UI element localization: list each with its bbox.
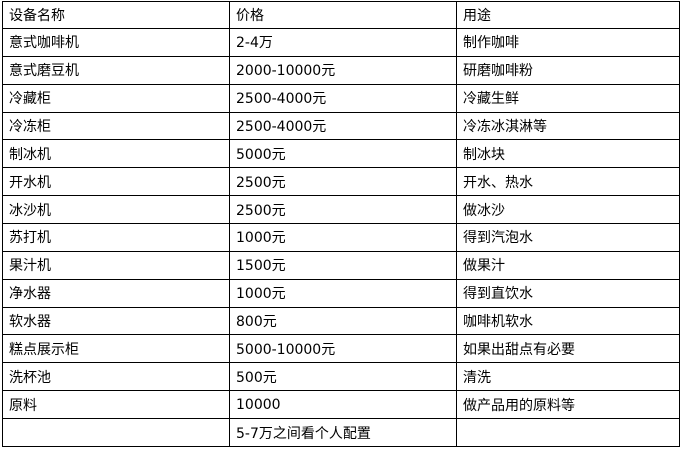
header-price: 价格 <box>229 1 457 29</box>
table-row: 软水器 800元 咖啡机软水 <box>2 306 680 336</box>
price-cell: 2000-10000元 <box>229 55 457 85</box>
use-cell: 做产品用的原料等 <box>456 390 680 420</box>
equipment-name-cell: 净水器 <box>2 278 230 308</box>
equipment-name-cell: 糕点展示柜 <box>2 334 230 364</box>
table-row: 苏打机 1000元 得到汽泡水 <box>2 223 680 252</box>
use-cell: 如果出甜点有必要 <box>456 334 680 364</box>
use-cell: 得到汽泡水 <box>456 223 680 252</box>
price-cell: 1000元 <box>229 278 457 308</box>
use-cell: 制作咖啡 <box>456 28 680 57</box>
use-cell <box>456 418 680 447</box>
table-row: 糕点展示柜 5000-10000元 如果出甜点有必要 <box>2 334 680 364</box>
price-cell: 2500元 <box>229 167 457 197</box>
price-cell: 1500元 <box>229 250 457 280</box>
price-cell: 5-7万之间看个人配置 <box>229 418 457 447</box>
equipment-name-cell: 原料 <box>2 390 230 420</box>
price-cell: 2500-4000元 <box>229 111 457 141</box>
use-cell: 开水、热水 <box>456 167 680 197</box>
equipment-name-cell: 冰沙机 <box>2 195 230 225</box>
use-cell: 得到直饮水 <box>456 278 680 308</box>
price-cell: 800元 <box>229 306 457 336</box>
equipment-name-cell: 洗杯池 <box>2 362 230 392</box>
use-cell: 清洗 <box>456 362 680 392</box>
price-cell: 10000 <box>229 390 457 420</box>
use-cell: 咖啡机软水 <box>456 306 680 336</box>
price-cell: 5000元 <box>229 139 457 169</box>
use-cell: 冷冻冰淇淋等 <box>456 111 680 141</box>
use-cell: 做果汁 <box>456 250 680 280</box>
price-cell: 500元 <box>229 362 457 392</box>
table-row: 5-7万之间看个人配置 <box>2 418 680 447</box>
use-cell: 冷藏生鲜 <box>456 83 680 113</box>
table-row: 意式磨豆机 2000-10000元 研磨咖啡粉 <box>2 55 680 85</box>
equipment-name-cell: 开水机 <box>2 167 230 197</box>
price-cell: 1000元 <box>229 223 457 252</box>
equipment-name-cell: 冷藏柜 <box>2 83 230 113</box>
table-row: 净水器 1000元 得到直饮水 <box>2 278 680 308</box>
equipment-name-cell <box>2 418 230 447</box>
header-equipment-name: 设备名称 <box>2 1 230 29</box>
table-row: 冷冻柜 2500-4000元 冷冻冰淇淋等 <box>2 111 680 141</box>
equipment-name-cell: 软水器 <box>2 306 230 336</box>
header-row: 设备名称 价格 用途 <box>2 1 680 29</box>
price-cell: 2500-4000元 <box>229 83 457 113</box>
use-cell: 研磨咖啡粉 <box>456 55 680 85</box>
table-row: 意式咖啡机 2-4万 制作咖啡 <box>2 28 680 57</box>
equipment-price-table: 设备名称 价格 用途 意式咖啡机 2-4万 制作咖啡 意式磨豆机 2000-10000元… <box>2 1 680 447</box>
table-row: 原料 10000 做产品用的原料等 <box>2 390 680 420</box>
equipment-name-cell: 制冰机 <box>2 139 230 169</box>
table-row: 制冰机 5000元 制冰块 <box>2 139 680 169</box>
header-use: 用途 <box>456 1 680 29</box>
price-cell: 2500元 <box>229 195 457 225</box>
price-cell: 2-4万 <box>229 28 457 57</box>
table-row: 果汁机 1500元 做果汁 <box>2 250 680 280</box>
use-cell: 做冰沙 <box>456 195 680 225</box>
table-row: 洗杯池 500元 清洗 <box>2 362 680 392</box>
table-row: 冷藏柜 2500-4000元 冷藏生鲜 <box>2 83 680 113</box>
equipment-name-cell: 意式咖啡机 <box>2 28 230 57</box>
equipment-name-cell: 果汁机 <box>2 250 230 280</box>
use-cell: 制冰块 <box>456 139 680 169</box>
equipment-name-cell: 意式磨豆机 <box>2 55 230 85</box>
table-body: 意式咖啡机 2-4万 制作咖啡 意式磨豆机 2000-10000元 研磨咖啡粉 冷藏柜 250… <box>2 28 680 447</box>
table-row: 开水机 2500元 开水、热水 <box>2 167 680 197</box>
price-cell: 5000-10000元 <box>229 334 457 364</box>
equipment-name-cell: 冷冻柜 <box>2 111 230 141</box>
table-row: 冰沙机 2500元 做冰沙 <box>2 195 680 225</box>
equipment-name-cell: 苏打机 <box>2 223 230 252</box>
